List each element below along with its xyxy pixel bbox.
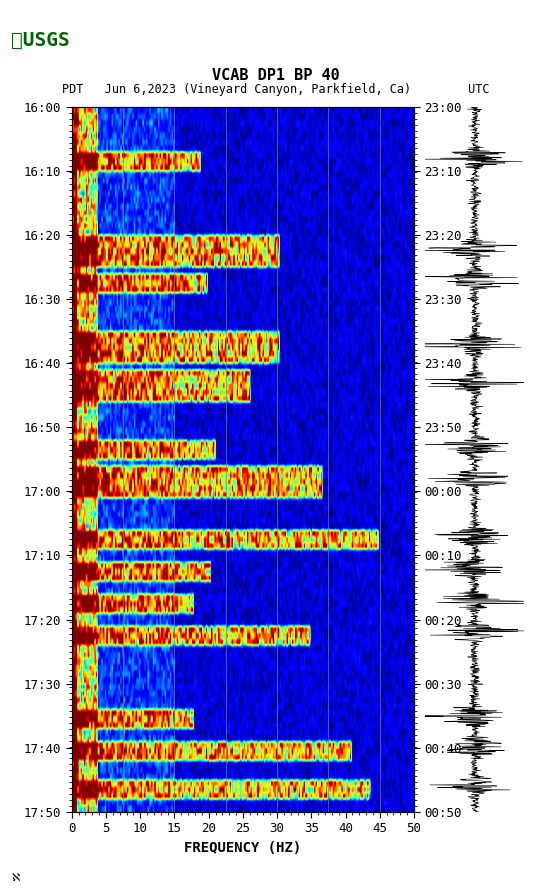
Text: ⊿USGS: ⊿USGS	[11, 31, 70, 50]
Text: PDT   Jun 6,2023 (Vineyard Canyon, Parkfield, Ca)        UTC: PDT Jun 6,2023 (Vineyard Canyon, Parkfie…	[62, 83, 490, 95]
X-axis label: FREQUENCY (HZ): FREQUENCY (HZ)	[184, 840, 301, 855]
Text: VCAB DP1 BP 40: VCAB DP1 BP 40	[212, 69, 340, 83]
Text: ℵ: ℵ	[11, 873, 19, 883]
